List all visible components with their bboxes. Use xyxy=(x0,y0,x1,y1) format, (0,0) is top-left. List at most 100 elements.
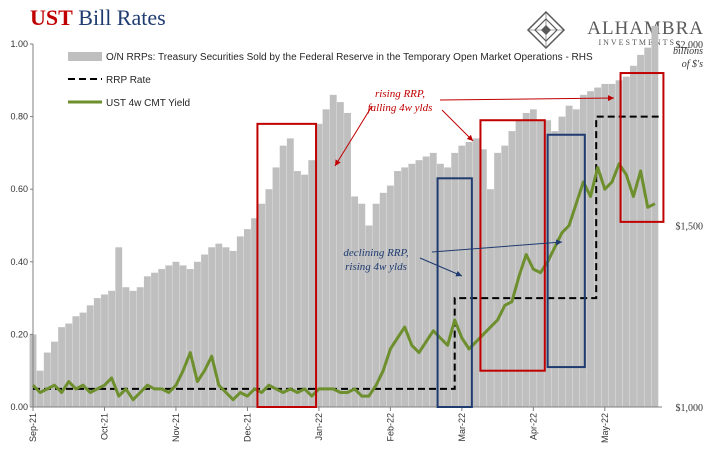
rrp-bar xyxy=(386,185,394,407)
rrp-bar xyxy=(65,323,73,407)
legend-label-rate: RRP Rate xyxy=(106,75,151,86)
brand-logo: ALHAMBRA INVESTMENTS xyxy=(526,8,704,70)
rrp-bar xyxy=(515,120,523,407)
legend-label-rrp: O/N RRPs: Treasury Securities Sold by th… xyxy=(106,52,593,63)
rrp-bar xyxy=(72,316,80,407)
arrow-declining-mid xyxy=(419,257,463,277)
y-tick-label: 1.00 xyxy=(10,39,28,49)
x-tick-label: May-22 xyxy=(600,413,610,443)
rrp-bar xyxy=(622,76,630,408)
rrp-bar xyxy=(58,327,66,407)
rrp-bar xyxy=(36,370,44,407)
rrp-bar xyxy=(236,236,244,407)
x-tick-label: Sep-21 xyxy=(28,413,38,442)
rrp-bar xyxy=(101,294,108,407)
rrp-bar xyxy=(551,131,559,407)
rrp-bar xyxy=(629,65,637,407)
rrp-bar xyxy=(436,163,444,407)
rrp-bar xyxy=(465,142,473,407)
rrp-bar xyxy=(429,152,437,407)
rrp-bar xyxy=(51,341,58,407)
x-tick-label: Dec-21 xyxy=(242,413,252,442)
legend-swatch-rrp xyxy=(68,52,102,61)
rrp-bar xyxy=(294,171,301,407)
rrp-bar xyxy=(244,229,251,407)
rrp-bar xyxy=(522,112,530,407)
rrp-bar xyxy=(587,91,594,407)
red-box-dec xyxy=(256,122,318,409)
arrow-rising-left xyxy=(334,105,373,167)
annotation-rising-line2: falling 4w ylds xyxy=(368,102,433,114)
arrow-rising-mid xyxy=(441,109,474,142)
rrp-bar xyxy=(43,352,51,407)
rrp-rate-line xyxy=(33,115,662,390)
rrp-bar xyxy=(136,287,144,407)
rrp-bar xyxy=(344,112,351,407)
rrp-bar xyxy=(358,203,366,407)
rrp-bar xyxy=(315,123,323,408)
rrp-bar xyxy=(601,83,609,408)
legend-label-yield: UST 4w CMT Yield xyxy=(106,98,190,109)
rrp-bar xyxy=(608,83,616,408)
rrp-bar xyxy=(143,276,151,407)
rrp-bar xyxy=(201,254,208,407)
y-right-tick-label: $2,000 xyxy=(676,40,704,51)
y-right-tick-label: $1,500 xyxy=(676,222,704,233)
series-lines xyxy=(31,115,662,402)
rrp-bar xyxy=(222,247,230,407)
highlight-boxes xyxy=(256,72,665,409)
red-box-mar xyxy=(479,119,546,372)
rrp-bar xyxy=(472,138,480,407)
y-tick-label: 0.60 xyxy=(10,184,28,194)
rrp-bar xyxy=(451,152,459,407)
rrp-bar xyxy=(558,116,566,407)
rrp-bar xyxy=(286,138,294,407)
rrp-bar xyxy=(351,196,359,407)
chart-title: UST Bill Rates xyxy=(30,6,166,30)
annotation-declining-line1: declining RRP, xyxy=(343,247,408,259)
title-highlight: UST xyxy=(30,5,73,30)
annotations: rising RRP, falling 4w ylds declining RRP,… xyxy=(334,88,615,277)
rrp-bar xyxy=(615,80,623,408)
rrp-bar xyxy=(401,167,409,407)
x-tick-label: Feb-22 xyxy=(385,413,395,442)
rrp-bar xyxy=(108,290,116,407)
x-tick-label: Mar-22 xyxy=(457,413,467,442)
rrp-bar xyxy=(193,261,201,407)
rrp-bar xyxy=(594,87,602,407)
rrp-bar xyxy=(336,102,344,407)
rrp-bar xyxy=(637,54,644,407)
rrp-bar xyxy=(172,261,180,407)
brand-emblem-icon xyxy=(526,10,566,50)
rrp-bar xyxy=(322,109,330,407)
rrp-bar xyxy=(79,312,87,407)
x-tick-label: Jan-22 xyxy=(314,413,324,441)
rrp-bar xyxy=(329,94,337,407)
rrp-bar xyxy=(508,131,516,407)
legend: O/N RRPs: Treasury Securities Sold by th… xyxy=(68,52,593,109)
rrp-bar xyxy=(458,145,466,407)
rrp-bar xyxy=(572,109,580,407)
title-rest: Bill Rates xyxy=(72,5,166,30)
blue-box-apr xyxy=(546,133,586,369)
rrp-bar xyxy=(394,171,401,407)
y-tick-label: 0.40 xyxy=(10,257,28,267)
rrp-bar xyxy=(86,305,94,407)
y-tick-label: 0.20 xyxy=(10,329,28,339)
rrp-bar xyxy=(529,109,537,407)
brand-name: ALHAMBRA xyxy=(587,18,704,39)
rrp-bar xyxy=(308,160,316,407)
x-tick-label: Nov-21 xyxy=(171,413,181,442)
y-tick-label: 0.00 xyxy=(10,402,28,412)
rrp-bar xyxy=(165,265,173,407)
x-tick-label: Apr-22 xyxy=(528,413,538,440)
arrow-declining-right xyxy=(431,239,563,253)
rrp-bar xyxy=(93,298,101,407)
rrp-bar xyxy=(408,163,416,407)
x-tick-label: Oct-21 xyxy=(99,413,109,440)
rrp-bar xyxy=(444,167,451,407)
arrow-rising-right xyxy=(439,95,615,102)
rrp-bar xyxy=(279,145,287,407)
annotation-declining-line2: rising 4w ylds xyxy=(345,261,407,273)
